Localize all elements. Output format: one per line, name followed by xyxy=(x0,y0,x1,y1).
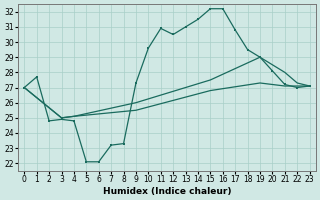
X-axis label: Humidex (Indice chaleur): Humidex (Indice chaleur) xyxy=(103,187,231,196)
